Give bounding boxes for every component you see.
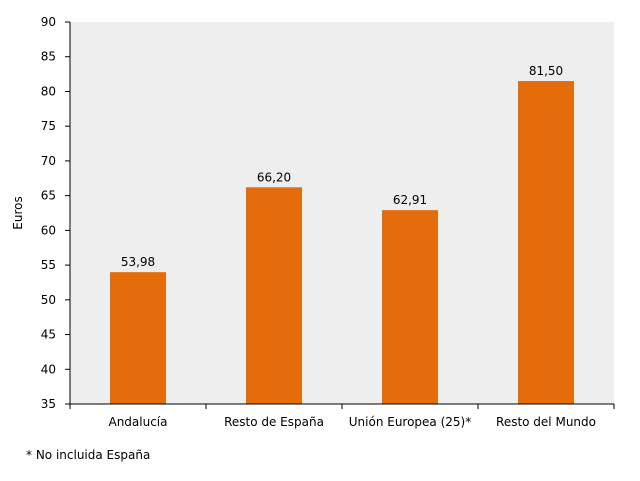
- x-tick-label: Unión Europea (25)*: [349, 415, 471, 429]
- x-tick-label: Resto de España: [224, 415, 324, 429]
- y-tick-label: 90: [41, 15, 56, 29]
- bar: [246, 187, 302, 404]
- bar: [518, 81, 574, 404]
- y-tick-label: 45: [41, 328, 56, 342]
- y-tick-label: 85: [41, 50, 56, 64]
- x-axis: Andalucía Resto de España Unión Europea (2…: [69, 403, 615, 429]
- y-tick-label: 40: [41, 362, 56, 376]
- y-tick-label: 65: [41, 189, 56, 203]
- y-tick-label: 70: [41, 154, 56, 168]
- bar-value-label: 66,20: [257, 170, 291, 184]
- bar: [382, 210, 438, 404]
- y-tick-label: 55: [41, 258, 56, 272]
- bar-value-label: 53,98: [121, 255, 155, 269]
- y-tick-label: 80: [41, 84, 56, 98]
- y-tick-label: 50: [41, 293, 56, 307]
- footnote: * No incluida España: [26, 448, 151, 462]
- y-tick-label: 60: [41, 223, 56, 237]
- bar-value-label: 81,50: [529, 64, 563, 78]
- bar-value-label: 62,91: [393, 193, 427, 207]
- bars: 53,98 66,20 62,91 81,50: [110, 64, 574, 404]
- y-axis-label: Euros: [11, 196, 25, 229]
- bar: [110, 272, 166, 404]
- x-tick-label: Andalucía: [108, 415, 167, 429]
- y-axis: 35 40 45 50 55 60 65 70 75 80 85 90: [41, 15, 71, 411]
- y-tick-label: 35: [41, 397, 56, 411]
- x-tick-label: Resto del Mundo: [496, 415, 596, 429]
- y-tick-label: 75: [41, 119, 56, 133]
